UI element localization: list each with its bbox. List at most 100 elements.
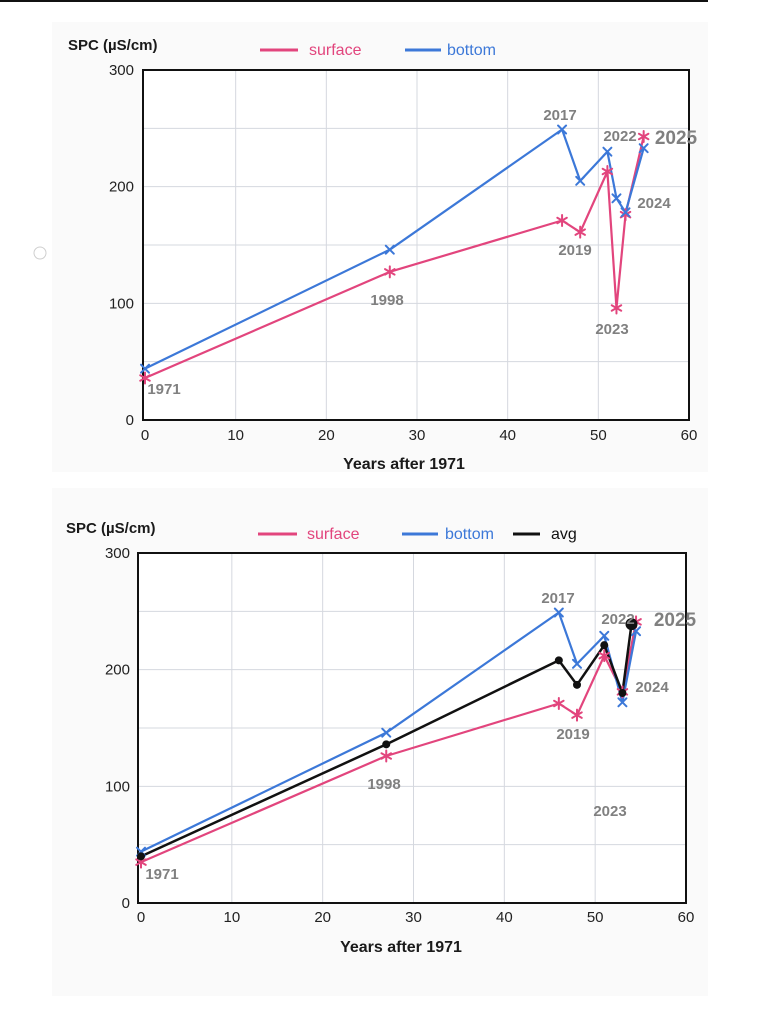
plot: 0 100 200 300 0 10 20 30 40 50 60 1971 1998 2017 2019 2… xyxy=(105,545,697,926)
surface-point xyxy=(556,214,568,227)
avg-point-dot xyxy=(554,656,563,665)
bottom-marker-stroke xyxy=(140,363,150,374)
x-axis-title: Years after 1971 xyxy=(343,456,465,473)
bottom-marker-stroke xyxy=(611,193,622,204)
year-annotation: 1998 xyxy=(367,776,400,793)
surface-point xyxy=(139,371,151,385)
legend-label-bottom: bottom xyxy=(445,526,494,543)
surface-marker-stroke xyxy=(556,216,568,225)
bottom-marker-stroke xyxy=(384,244,395,255)
year-annotation: 2023 xyxy=(595,321,628,338)
bottom-marker-stroke xyxy=(572,658,582,669)
year-annotation: 2023 xyxy=(593,803,626,820)
surface-marker-stroke xyxy=(637,132,650,141)
bottom-point xyxy=(617,697,628,708)
y-tick-label: 0 xyxy=(122,895,130,912)
x-tick-label: 60 xyxy=(681,427,698,444)
legend-label-surface: surface xyxy=(307,526,360,543)
bottom-marker-stroke xyxy=(557,124,568,135)
surface-marker-stroke xyxy=(571,711,583,719)
surface-point xyxy=(610,301,623,315)
surface-marker-stroke xyxy=(601,167,614,176)
year-annotation: 2019 xyxy=(556,726,589,743)
bottom-marker-stroke xyxy=(602,146,613,157)
x-tick-label: 10 xyxy=(227,427,244,444)
legend: surface bottom avg xyxy=(258,526,577,543)
surface-marker-stroke xyxy=(610,304,623,312)
year-annotation: 2019 xyxy=(558,242,591,259)
y-tick-label: 100 xyxy=(109,295,134,312)
surface-marker-stroke xyxy=(384,268,396,276)
avg-point xyxy=(382,740,391,749)
year-annotation: 2017 xyxy=(541,590,574,607)
legend-label-avg: avg xyxy=(551,526,577,543)
legend-label-bottom: bottom xyxy=(447,42,496,59)
x-tick-label: 50 xyxy=(587,909,604,926)
y-tick-label: 0 xyxy=(126,412,134,429)
surface-point xyxy=(553,697,565,710)
surface-point xyxy=(574,225,586,239)
year-annotation: 2022 xyxy=(603,128,636,145)
year-annotation: 2025 xyxy=(655,128,698,149)
year-annotation: 2024 xyxy=(635,679,669,696)
avg-point xyxy=(137,852,145,861)
surface-marker-stroke xyxy=(139,374,151,382)
chart-1: SPC (µS/cm) surface bottom 0 100 200 300 0 10… xyxy=(68,37,698,473)
plot-frame xyxy=(137,552,687,904)
x-tick-label: 20 xyxy=(318,427,335,444)
y-tick-label: 200 xyxy=(109,179,134,196)
bottom-point xyxy=(381,727,392,738)
x-tick-label: 10 xyxy=(223,909,240,926)
bottom-point xyxy=(140,363,150,374)
bottom-marker-stroke xyxy=(631,626,642,637)
bottom-point xyxy=(620,207,631,218)
surface-point xyxy=(598,649,611,663)
surface-point xyxy=(601,165,614,178)
surface-marker-stroke xyxy=(574,228,586,236)
chart-2: SPC (µS/cm) surface bottom avg 010020030… xyxy=(66,520,697,956)
legend-label-surface: surface xyxy=(309,42,362,59)
x-tick-label: 40 xyxy=(496,909,513,926)
bottom-point xyxy=(557,124,568,135)
surface-line xyxy=(144,136,645,380)
y-tick-label: 200 xyxy=(105,662,130,679)
bottom-point xyxy=(384,244,395,255)
year-annotation: 2024 xyxy=(637,195,671,212)
bottom-point xyxy=(575,175,586,186)
surface-marker-stroke xyxy=(598,651,611,660)
bottom-marker-stroke xyxy=(381,727,392,738)
avg-point xyxy=(618,689,627,697)
x-tick-label: 30 xyxy=(405,909,422,926)
bottom-marker-stroke xyxy=(617,697,628,708)
bottom-point xyxy=(638,143,649,154)
circle-mark xyxy=(33,246,47,260)
surface-marker-stroke xyxy=(135,858,147,866)
bottom-point xyxy=(572,658,582,669)
surface-marker-stroke xyxy=(553,699,565,708)
x-tick-label: 0 xyxy=(137,909,145,926)
year-annotation: 2025 xyxy=(654,610,697,631)
year-annotation: 1971 xyxy=(147,381,180,398)
avg-point-dot xyxy=(618,689,627,697)
x-tick-label: 30 xyxy=(409,427,426,444)
year-annotation: 1971 xyxy=(145,866,178,883)
x-tick-label: 50 xyxy=(590,427,607,444)
y-axis-title: SPC (µS/cm) xyxy=(68,37,158,54)
bottom-marker-stroke xyxy=(553,607,564,618)
bottom-point xyxy=(602,146,613,157)
surface-point xyxy=(571,708,583,722)
bottom-point xyxy=(611,193,622,204)
avg-point-dot xyxy=(573,680,581,689)
surface-point xyxy=(637,130,650,143)
x-axis-title: Years after 1971 xyxy=(340,939,462,956)
surface-point xyxy=(380,749,393,763)
year-annotation: 1998 xyxy=(370,292,403,309)
surface-marker-stroke xyxy=(380,752,393,760)
y-tick-label: 300 xyxy=(109,62,134,79)
avg-point xyxy=(600,641,609,650)
bottom-marker-stroke xyxy=(575,175,586,186)
year-annotation: 2017 xyxy=(543,107,576,124)
bottom-marker-stroke xyxy=(599,630,610,641)
year-annotation: 2022 xyxy=(601,611,634,628)
